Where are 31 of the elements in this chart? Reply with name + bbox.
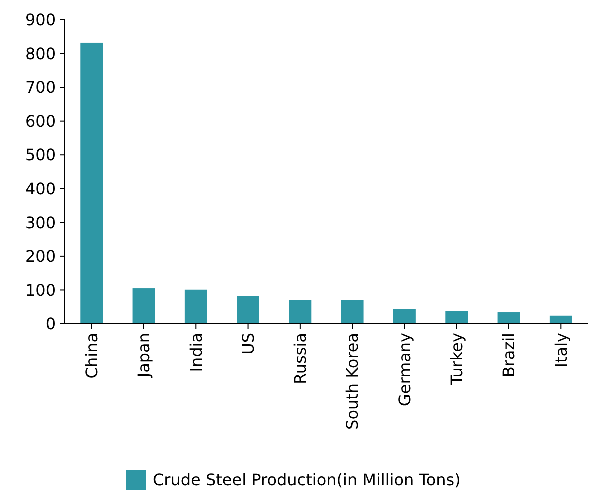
legend-label: Crude Steel Production(in Million Tons) (153, 470, 461, 490)
x-tick-label: Turkey (447, 333, 466, 386)
x-tick-label: India (186, 333, 206, 372)
y-tick-label: 900 (25, 10, 56, 30)
y-tick-label: 700 (25, 78, 56, 98)
bar (394, 309, 416, 324)
x-tick-label: Italy (552, 333, 571, 368)
y-tick-label: 600 (25, 112, 56, 131)
bar (132, 288, 156, 324)
bar (289, 300, 312, 324)
y-tick-label: 400 (25, 179, 56, 198)
bar (498, 312, 520, 324)
x-tick-label: Germany (395, 333, 414, 407)
x-tick-label: US (238, 333, 258, 355)
bar (80, 42, 104, 324)
bar (237, 296, 260, 324)
y-tick-label: 100 (25, 280, 56, 300)
y-tick-label: 200 (25, 247, 56, 266)
x-tick-label: Russia (291, 333, 310, 384)
bar (550, 316, 572, 324)
y-tick-label: 800 (25, 44, 56, 64)
x-tick-label: Brazil (500, 333, 519, 378)
bar (184, 290, 208, 324)
x-tick-label: China (82, 333, 102, 379)
y-tick-label: 300 (25, 213, 56, 232)
y-tick-label: 500 (25, 146, 56, 165)
y-tick-label: 0 (46, 314, 56, 334)
bar (341, 300, 364, 324)
x-tick-label: Japan (134, 333, 154, 379)
bar (446, 311, 468, 324)
x-tick-label: South Korea (343, 333, 362, 430)
